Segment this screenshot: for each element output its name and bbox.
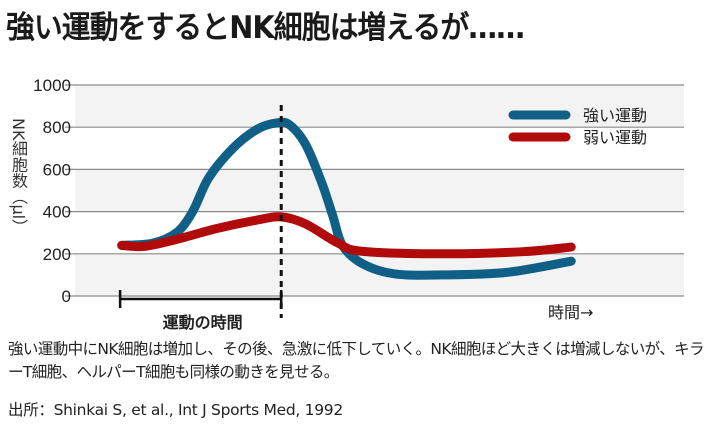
grid-band (75, 85, 684, 128)
source-citation: 出所：Shinkai S, et al., Int J Sports Med, … (8, 401, 343, 419)
exercise-period-bracket (118, 290, 283, 308)
y-tick-labels: 0 200 400 600 800 1000 (33, 76, 71, 306)
grid-bands (75, 85, 684, 296)
chart-title: 強い運動をするとNK細胞は増えるが…… (6, 10, 525, 46)
y-tick-label: 0 (62, 287, 71, 306)
caption: 強い運動中にNK細胞は増加し、その後、急激に低下していく。NK細胞ほど大きくは増… (8, 340, 705, 381)
grid-band (75, 211, 684, 254)
y-axis-label: NK細胞数（µl） (9, 118, 28, 236)
grid-band (75, 127, 684, 170)
grid-lines (65, 84, 684, 297)
series-line-strong (117, 117, 576, 280)
series-lines (117, 117, 576, 280)
series-line-weak (117, 212, 576, 259)
y-tick-label: 400 (43, 203, 71, 222)
y-tick-label: 800 (43, 118, 71, 137)
legend-label: 弱い運動 (583, 128, 647, 147)
legend-label: 強い運動 (583, 106, 647, 125)
exercise-period-label: 運動の時間 (163, 313, 243, 332)
y-tick-label: 200 (43, 245, 71, 264)
y-tick-label: 600 (43, 160, 71, 179)
y-tick-label: 1000 (33, 76, 71, 95)
x-axis-label: 時間→ (548, 303, 593, 322)
grid-band (75, 169, 684, 212)
